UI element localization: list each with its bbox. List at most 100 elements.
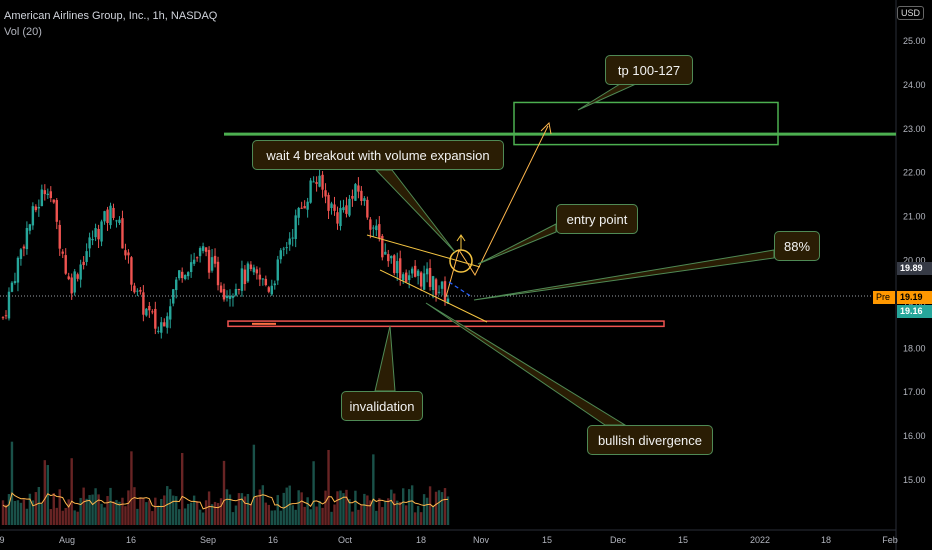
support-marker bbox=[252, 322, 276, 325]
volume-bar bbox=[166, 486, 169, 525]
candle-body bbox=[402, 274, 405, 281]
candle-body bbox=[28, 224, 32, 231]
volume-bar bbox=[240, 493, 244, 525]
volume-bar bbox=[136, 508, 139, 525]
candle-body bbox=[145, 308, 148, 316]
volume-bar bbox=[443, 488, 447, 525]
volume-bar bbox=[315, 506, 318, 525]
volume-bar bbox=[351, 511, 354, 525]
volume-bar bbox=[189, 502, 193, 525]
candle-body bbox=[297, 207, 300, 218]
volume-bar bbox=[393, 493, 396, 525]
candle-body bbox=[163, 322, 166, 327]
y-tick-label: 19.00 bbox=[903, 299, 926, 309]
volume-bar bbox=[276, 495, 279, 525]
breakout-arrowhead bbox=[456, 234, 466, 242]
candle-body bbox=[219, 285, 223, 293]
volume-bar bbox=[210, 504, 214, 525]
volume-bar bbox=[85, 498, 88, 525]
candle-body bbox=[372, 227, 375, 229]
volume-bar bbox=[103, 507, 106, 525]
x-tick-label: 16 bbox=[126, 535, 136, 545]
annotation-take-profit: tp 100-127 bbox=[605, 55, 693, 85]
candle-body bbox=[157, 330, 160, 332]
candle-body bbox=[407, 275, 411, 281]
candle-body bbox=[109, 205, 112, 226]
candle-body bbox=[82, 261, 85, 266]
candle-body bbox=[285, 247, 288, 249]
volume-bar bbox=[264, 502, 268, 525]
candle-body bbox=[437, 291, 441, 293]
candle-body bbox=[396, 261, 399, 274]
candle-body bbox=[97, 228, 100, 240]
volume-bar bbox=[333, 504, 336, 525]
y-tick-label: 17.00 bbox=[903, 387, 926, 397]
volume-bar bbox=[7, 494, 11, 525]
volume-bar bbox=[300, 492, 303, 525]
callout-tail-pct bbox=[473, 249, 775, 301]
volume-bar bbox=[43, 460, 47, 525]
candle-body bbox=[19, 249, 23, 259]
candle-body bbox=[369, 219, 372, 230]
candle-body bbox=[440, 281, 444, 289]
volume-bar bbox=[225, 489, 229, 525]
candle-body bbox=[207, 249, 211, 273]
candle-body bbox=[201, 246, 205, 251]
volume-bar bbox=[76, 511, 79, 525]
volume-bar bbox=[37, 487, 41, 525]
annotation-breakout: wait 4 breakout with volume expansion bbox=[252, 140, 504, 170]
candle-body bbox=[425, 268, 429, 275]
candle-body bbox=[246, 263, 250, 282]
candle-body bbox=[434, 279, 438, 295]
volume-bar bbox=[124, 506, 127, 525]
y-tick-label: 18.00 bbox=[903, 343, 926, 353]
volume-bar bbox=[416, 506, 420, 525]
volume-bar bbox=[216, 503, 220, 525]
volume-bar bbox=[261, 485, 265, 525]
volume-bar bbox=[279, 510, 282, 525]
candle-body bbox=[100, 221, 103, 242]
candle-body bbox=[118, 219, 121, 223]
candle-body bbox=[7, 291, 11, 319]
volume-bar bbox=[234, 505, 238, 525]
candle-body bbox=[273, 283, 276, 286]
volume-bar bbox=[100, 503, 103, 525]
volume-bar bbox=[437, 490, 441, 525]
volume-bar bbox=[419, 512, 423, 525]
annotation-percent: 88% bbox=[774, 231, 820, 261]
candle-body bbox=[252, 267, 256, 273]
candle-body bbox=[413, 265, 417, 277]
y-tick-label: 25.00 bbox=[903, 36, 926, 46]
x-tick-label: 2022 bbox=[750, 535, 770, 545]
x-tick-label: 18 bbox=[821, 535, 831, 545]
candle-body bbox=[399, 258, 402, 279]
x-tick-label: Aug bbox=[59, 535, 75, 545]
volume-bar bbox=[61, 510, 64, 525]
currency-button[interactable]: USD bbox=[896, 6, 924, 20]
pre-market-badge: Pre bbox=[873, 291, 895, 304]
candle-body bbox=[40, 189, 44, 207]
x-tick-label: Feb bbox=[882, 535, 898, 545]
candle-body bbox=[25, 228, 29, 250]
volume-bar bbox=[157, 505, 160, 525]
volume-bar bbox=[118, 501, 121, 525]
volume-bar bbox=[16, 500, 20, 525]
volume-bar bbox=[357, 509, 360, 525]
volume-bar bbox=[79, 497, 82, 525]
volume-bar bbox=[404, 505, 408, 525]
x-tick-label: Sep bbox=[200, 535, 216, 545]
candle-body bbox=[4, 315, 8, 317]
candle-body bbox=[106, 209, 109, 223]
candle-body bbox=[55, 200, 58, 222]
volume-bar bbox=[94, 488, 97, 525]
price-tag-19-19: 19.19 bbox=[897, 291, 932, 304]
volume-bar bbox=[219, 498, 223, 525]
volume-bar bbox=[183, 508, 187, 525]
candle-body bbox=[348, 198, 351, 216]
volume-indicator-label[interactable]: Vol (20) bbox=[4, 26, 42, 38]
volume-bar bbox=[130, 451, 133, 525]
volume-bar bbox=[399, 501, 402, 525]
x-tick-label: 15 bbox=[678, 535, 688, 545]
candle-body bbox=[446, 298, 450, 304]
